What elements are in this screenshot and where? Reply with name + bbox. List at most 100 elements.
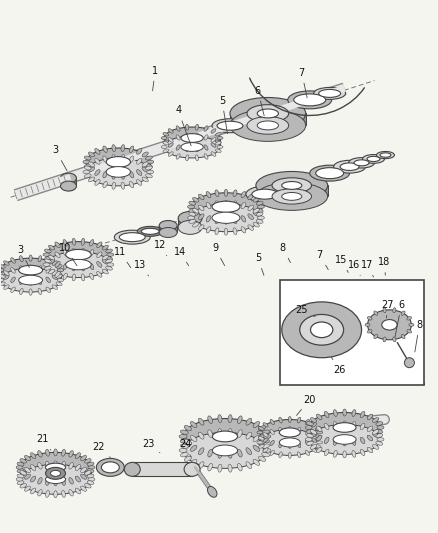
Text: 9: 9	[212, 243, 225, 265]
Ellipse shape	[43, 263, 50, 266]
Ellipse shape	[305, 430, 310, 434]
Ellipse shape	[311, 418, 317, 422]
Ellipse shape	[88, 152, 95, 157]
Ellipse shape	[20, 453, 92, 482]
Text: 21: 21	[36, 434, 51, 450]
Ellipse shape	[409, 324, 414, 326]
Ellipse shape	[107, 263, 114, 266]
Ellipse shape	[86, 148, 150, 176]
Ellipse shape	[112, 172, 116, 179]
Ellipse shape	[340, 163, 359, 171]
Ellipse shape	[377, 438, 384, 441]
Text: 5: 5	[219, 95, 227, 134]
Ellipse shape	[263, 438, 268, 442]
Ellipse shape	[208, 463, 212, 471]
Ellipse shape	[63, 249, 67, 256]
Ellipse shape	[270, 450, 274, 456]
Ellipse shape	[129, 146, 134, 152]
Ellipse shape	[186, 155, 189, 161]
Ellipse shape	[383, 308, 386, 313]
Ellipse shape	[208, 449, 212, 457]
Ellipse shape	[191, 193, 261, 221]
Ellipse shape	[180, 453, 188, 457]
Ellipse shape	[19, 276, 42, 285]
Ellipse shape	[186, 124, 189, 130]
Ellipse shape	[256, 208, 263, 212]
Ellipse shape	[38, 256, 42, 262]
Ellipse shape	[97, 252, 102, 257]
Ellipse shape	[373, 418, 379, 422]
Ellipse shape	[198, 432, 204, 439]
Ellipse shape	[343, 439, 346, 446]
Ellipse shape	[270, 419, 274, 425]
Ellipse shape	[29, 255, 32, 261]
Ellipse shape	[349, 158, 374, 168]
Ellipse shape	[38, 265, 42, 272]
Ellipse shape	[198, 462, 204, 469]
Ellipse shape	[121, 172, 125, 179]
Ellipse shape	[315, 427, 321, 430]
Polygon shape	[183, 437, 267, 450]
Ellipse shape	[258, 442, 266, 447]
Ellipse shape	[241, 216, 246, 222]
Ellipse shape	[311, 433, 317, 437]
Ellipse shape	[142, 167, 148, 172]
Ellipse shape	[309, 424, 381, 455]
Ellipse shape	[112, 182, 116, 189]
Ellipse shape	[52, 285, 57, 289]
Ellipse shape	[215, 228, 219, 235]
Ellipse shape	[237, 463, 242, 471]
Ellipse shape	[230, 109, 306, 141]
Ellipse shape	[189, 220, 196, 223]
Ellipse shape	[407, 317, 412, 320]
Ellipse shape	[88, 177, 95, 182]
Ellipse shape	[106, 259, 113, 263]
Ellipse shape	[305, 426, 312, 429]
Ellipse shape	[0, 279, 4, 281]
Ellipse shape	[256, 182, 328, 211]
Ellipse shape	[63, 239, 67, 246]
Ellipse shape	[233, 201, 237, 208]
Ellipse shape	[38, 288, 42, 295]
Ellipse shape	[253, 208, 259, 213]
Ellipse shape	[217, 121, 243, 130]
Ellipse shape	[29, 289, 32, 295]
Ellipse shape	[228, 450, 232, 458]
Ellipse shape	[106, 266, 113, 270]
Ellipse shape	[270, 440, 274, 446]
Ellipse shape	[198, 214, 204, 220]
Ellipse shape	[46, 287, 50, 293]
Text: 13: 13	[134, 260, 148, 276]
Ellipse shape	[85, 156, 91, 160]
Ellipse shape	[262, 444, 269, 448]
Ellipse shape	[46, 462, 49, 468]
Ellipse shape	[176, 145, 180, 150]
Ellipse shape	[212, 431, 237, 442]
Ellipse shape	[191, 459, 197, 465]
Ellipse shape	[233, 228, 237, 235]
Ellipse shape	[63, 273, 67, 280]
Ellipse shape	[106, 249, 113, 253]
Ellipse shape	[17, 481, 24, 484]
Ellipse shape	[11, 287, 15, 293]
Ellipse shape	[69, 478, 73, 484]
Ellipse shape	[246, 462, 251, 469]
Ellipse shape	[195, 146, 198, 152]
Ellipse shape	[137, 158, 142, 164]
Ellipse shape	[383, 337, 386, 342]
Ellipse shape	[106, 157, 131, 167]
Ellipse shape	[311, 448, 317, 452]
Ellipse shape	[263, 448, 268, 452]
Ellipse shape	[45, 256, 51, 260]
Ellipse shape	[297, 452, 301, 458]
Ellipse shape	[45, 266, 51, 270]
Ellipse shape	[376, 434, 383, 438]
Ellipse shape	[159, 228, 177, 238]
Ellipse shape	[62, 490, 65, 497]
Ellipse shape	[237, 449, 242, 457]
Text: 25: 25	[296, 305, 315, 317]
Ellipse shape	[129, 172, 134, 178]
Ellipse shape	[311, 430, 317, 434]
Ellipse shape	[96, 458, 124, 477]
Ellipse shape	[260, 419, 320, 446]
